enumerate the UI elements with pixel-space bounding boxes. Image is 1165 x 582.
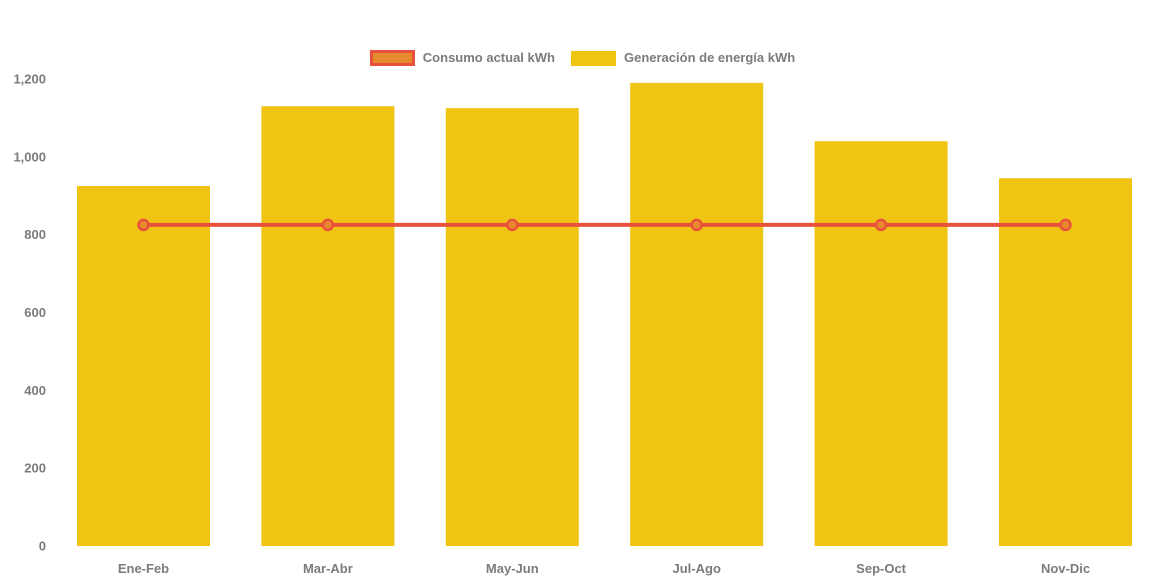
y-axis-tick-label: 200 (24, 461, 46, 476)
legend-label-generacion: Generación de energía kWh (623, 50, 796, 65)
consumption-line-marker (1059, 218, 1072, 232)
generation-bar (999, 178, 1132, 546)
generacion-swatch-icon (570, 50, 616, 66)
y-axis-tick-label: 800 (24, 227, 46, 242)
legend-item-consumo[interactable]: Consumo actual kWh (369, 50, 555, 66)
y-axis-tick-label: 0 (39, 539, 46, 554)
consumption-line-marker (137, 218, 150, 232)
x-axis-category-label: Ene-Feb (118, 561, 169, 576)
x-axis-category-label: Mar-Abr (303, 561, 353, 576)
generation-bar (630, 82, 764, 547)
consumption-line-marker (690, 218, 703, 232)
consumption-line-marker (321, 218, 335, 232)
chart-legend: Consumo actual kWh Generación de energía… (0, 50, 1165, 66)
y-axis-tick-label: 400 (24, 383, 46, 398)
x-axis-category-label: May-Jun (486, 561, 539, 576)
generation-bar (814, 141, 948, 546)
legend-label-consumo: Consumo actual kWh (422, 50, 555, 65)
legend-item-generacion[interactable]: Generación de energía kWh (570, 50, 796, 66)
x-axis-category-label: Nov-Dic (1041, 561, 1090, 576)
y-axis-tick-label: 1,200 (13, 71, 46, 86)
consumo-swatch-icon (369, 50, 415, 66)
generation-bar (445, 108, 579, 547)
x-axis-category-label: Jul-Ago (673, 561, 721, 576)
consumption-line-marker (506, 218, 519, 232)
generation-bar (261, 106, 395, 546)
consumption-line-marker (874, 218, 888, 232)
y-axis-tick-label: 1,000 (13, 149, 46, 164)
x-axis-category-label: Sep-Oct (856, 561, 907, 576)
y-axis-tick-label: 600 (24, 305, 46, 320)
generation-bar (77, 185, 210, 547)
